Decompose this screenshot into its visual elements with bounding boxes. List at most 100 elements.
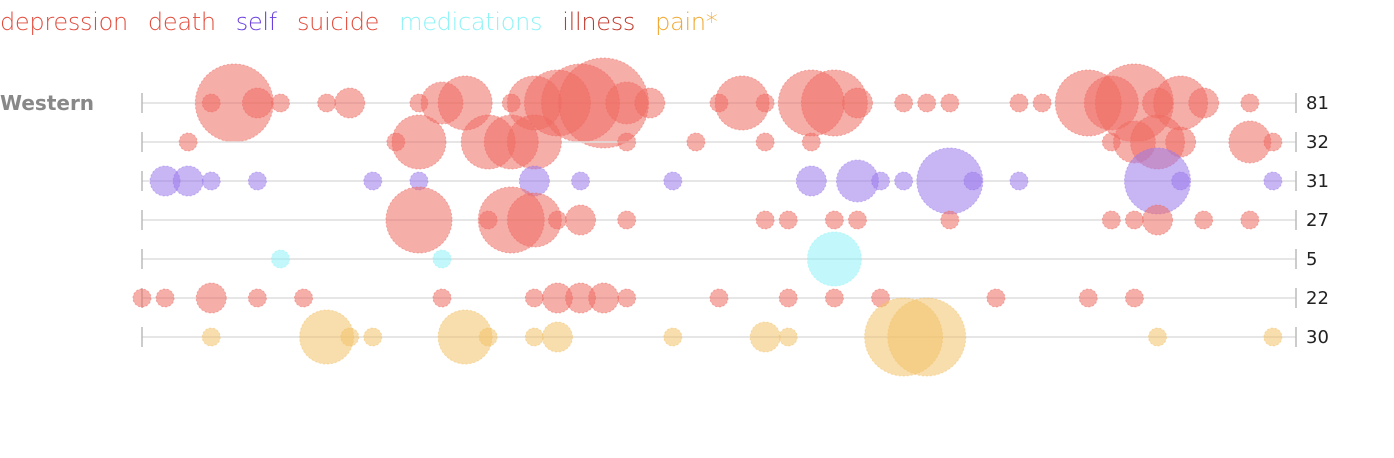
bubble[interactable] [617,132,637,152]
bubble[interactable] [894,171,914,191]
legend-item-depression[interactable]: depression [0,8,128,36]
bubble[interactable] [432,249,452,269]
bubble[interactable] [801,132,821,152]
bubble[interactable] [847,210,867,230]
bubble[interactable] [340,327,360,347]
row-count-label: 81 [1306,93,1329,114]
bubble[interactable] [518,165,550,197]
bubble[interactable] [663,327,683,347]
bubble[interactable] [894,93,914,113]
bubble[interactable] [824,210,844,230]
bubble[interactable] [385,186,453,254]
bubble[interactable] [1240,93,1260,113]
bubble[interactable] [1142,204,1174,236]
bubble[interactable] [663,171,683,191]
bubble[interactable] [1240,210,1260,230]
bubble[interactable] [478,327,498,347]
legend-item-self[interactable]: self [235,8,277,36]
bubble[interactable] [247,171,267,191]
bubble[interactable] [541,321,573,353]
bubble[interactable] [547,210,567,230]
bubble[interactable] [755,93,775,113]
bubble[interactable] [617,288,637,308]
bubble[interactable] [686,132,706,152]
bubble[interactable] [317,93,337,113]
bubble[interactable] [201,327,221,347]
bubble[interactable] [524,288,544,308]
bubble[interactable] [634,87,666,119]
bubble[interactable] [178,132,198,152]
bubble[interactable] [1171,171,1191,191]
bubble[interactable] [755,210,775,230]
bubble[interactable] [334,87,366,119]
bubble[interactable] [1165,126,1197,158]
bubble[interactable] [1124,288,1144,308]
bubble[interactable] [241,87,273,119]
bubble[interactable] [963,171,983,191]
bubble[interactable] [172,165,204,197]
bubble[interactable] [940,93,960,113]
bubble[interactable] [571,171,591,191]
bubble[interactable] [871,171,891,191]
bubble[interactable] [916,147,984,215]
bubble[interactable] [294,288,314,308]
bubble[interactable] [270,249,290,269]
row-count-label: 30 [1306,327,1329,348]
bubble[interactable] [1078,288,1098,308]
bubble[interactable] [1188,87,1220,119]
bubble[interactable] [755,132,775,152]
bubble[interactable] [565,204,597,236]
bubble[interactable] [363,327,383,347]
bubble[interactable] [1124,210,1144,230]
bubble[interactable] [1263,327,1283,347]
bubble[interactable] [524,327,544,347]
bubble[interactable] [1194,210,1214,230]
bubble[interactable] [1148,327,1168,347]
row-3: 27 [141,186,1329,254]
bubble[interactable] [391,114,447,170]
bubble[interactable] [1101,210,1121,230]
bubble[interactable] [795,165,827,197]
bubble[interactable] [1263,132,1283,152]
bubble[interactable] [363,171,383,191]
bubble[interactable] [201,171,221,191]
bubble[interactable] [778,210,798,230]
bubble[interactable] [195,282,227,314]
bubble[interactable] [917,93,937,113]
bubble[interactable] [709,288,729,308]
bubble[interactable] [778,288,798,308]
bubble[interactable] [132,288,152,308]
bubble[interactable] [1009,171,1029,191]
legend-item-suicide[interactable]: suicide [296,8,380,36]
row-6: 30 [141,297,1329,377]
bubble[interactable] [588,282,620,314]
legend-item-pain[interactable]: pain* [655,8,718,36]
bubble[interactable] [247,288,267,308]
bubble[interactable] [617,210,637,230]
row-count-label: 27 [1306,210,1329,231]
bubble[interactable] [270,93,290,113]
bubble[interactable] [506,114,562,170]
bubble[interactable] [940,210,960,230]
bubble[interactable] [806,231,862,287]
bubble[interactable] [1032,93,1052,113]
bubble[interactable] [778,327,798,347]
bubble[interactable] [986,288,1006,308]
legend-item-illness[interactable]: illness [562,8,636,36]
row-count-label: 32 [1306,132,1329,153]
bubble[interactable] [1263,171,1283,191]
legend-item-medications[interactable]: medications [399,8,543,36]
bubble[interactable] [1124,147,1192,215]
bubble[interactable] [432,288,452,308]
bubble[interactable] [409,171,429,191]
bubble[interactable] [824,288,844,308]
row-count-label: 22 [1306,288,1329,309]
bubble[interactable] [887,297,967,377]
bubble[interactable] [749,321,781,353]
legend-item-death[interactable]: death [147,8,216,36]
row-5: 22 [132,282,1329,314]
bubble[interactable] [841,87,873,119]
bubble[interactable] [155,288,175,308]
bubble[interactable] [1009,93,1029,113]
